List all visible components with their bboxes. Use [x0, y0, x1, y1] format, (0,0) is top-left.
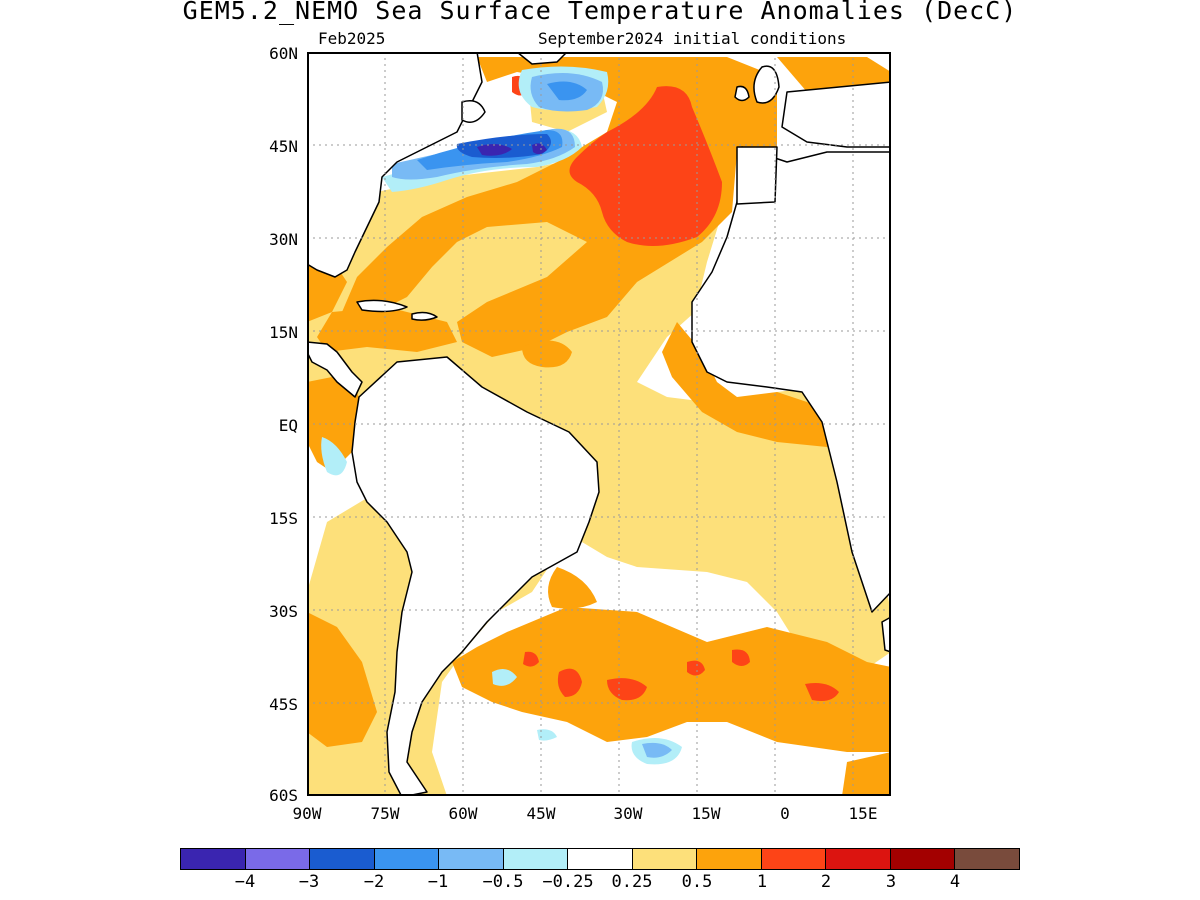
- colorbar: [180, 848, 1020, 870]
- lat-label-15s: 15S: [269, 509, 298, 528]
- colorbar-label: 0.25: [611, 872, 653, 892]
- lat-label-45n: 45N: [269, 137, 298, 156]
- lon-label-75w: 75W: [370, 804, 400, 823]
- lat-label-eq: EQ: [278, 416, 298, 435]
- colorbar-swatch: [890, 849, 956, 869]
- lon-label-30w: 30W: [613, 804, 643, 823]
- madagascar-edge: [881, 616, 891, 653]
- africa: [691, 146, 891, 613]
- initial-conditions: September2024 initial conditions: [538, 29, 847, 48]
- cuba: [356, 299, 408, 313]
- colorbar-label: −3: [298, 872, 320, 892]
- colorbar-swatch: [826, 849, 891, 869]
- south-america: [351, 356, 600, 796]
- colorbar-swatch: [374, 849, 440, 869]
- colorbar-label: 4: [949, 872, 961, 892]
- lon-label-45w: 45W: [526, 804, 556, 823]
- lon-label-15e: 15E: [848, 804, 878, 823]
- central-america: [307, 341, 363, 398]
- map-frame: [307, 52, 891, 796]
- colorbar-label: 3: [885, 872, 897, 892]
- lat-label-60s: 60S: [269, 786, 298, 805]
- europe: [781, 81, 891, 148]
- map-gridlines: [307, 52, 891, 796]
- colorbar-swatch: [697, 849, 762, 869]
- colorbar-label: −1: [427, 872, 449, 892]
- newfoundland: [461, 100, 486, 123]
- british-isles: [753, 65, 780, 104]
- colorbar-swatch: [632, 849, 698, 869]
- greenland-tip: [516, 52, 568, 65]
- colorbar-swatch: [761, 849, 827, 869]
- map-title: GEM5.2_NEMO Sea Surface Temperature Anom…: [182, 0, 1018, 25]
- colorbar-label: 1: [756, 872, 768, 892]
- colorbar-label: 0.5: [681, 872, 713, 892]
- colorbar-label: −0.25: [542, 872, 594, 892]
- north-america: [307, 52, 483, 278]
- lat-label-60n: 60N: [269, 44, 298, 63]
- hispaniola: [411, 311, 438, 321]
- land-masses: [307, 52, 891, 796]
- lon-label-90w: 90W: [292, 804, 322, 823]
- colorbar-swatch: [310, 849, 375, 869]
- lat-label-15n: 15N: [269, 323, 298, 342]
- colorbar-swatch: [955, 849, 1019, 869]
- sst-anomaly-map: [307, 52, 891, 796]
- colorbar-swatch: [568, 849, 633, 869]
- forecast-month: Feb2025: [318, 29, 386, 48]
- colorbar-label: 2: [820, 872, 832, 892]
- lat-label-30n: 30N: [269, 230, 298, 249]
- colorbar-swatch: [245, 849, 311, 869]
- colorbar-label: −4: [234, 872, 256, 892]
- lat-label-45s: 45S: [269, 695, 298, 714]
- lon-label-60w: 60W: [448, 804, 478, 823]
- lon-label-15w: 15W: [691, 804, 721, 823]
- colorbar-label: −0.5: [482, 872, 524, 892]
- lat-label-30s: 30S: [269, 602, 298, 621]
- colorbar-swatch: [439, 849, 504, 869]
- colorbar-swatch: [181, 849, 246, 869]
- iberia: [736, 146, 778, 205]
- colorbar-swatch: [503, 849, 569, 869]
- lon-label-0: 0: [780, 804, 790, 823]
- colorbar-label: −2: [363, 872, 385, 892]
- ireland: [734, 85, 750, 102]
